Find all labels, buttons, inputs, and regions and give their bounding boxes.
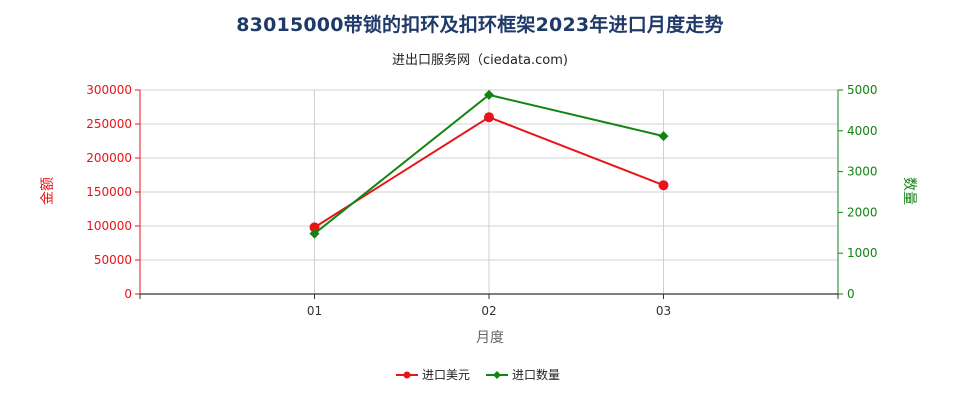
- legend-label-import-usd: 进口美元: [422, 368, 470, 382]
- y-right-tick-label: 3000: [847, 165, 878, 179]
- chart-subtitle: 进出口服务网（ciedata.com): [391, 53, 568, 68]
- y-right-tick-label: 1000: [847, 246, 878, 260]
- x-tick-label: 03: [656, 304, 671, 318]
- y-left-tick-label: 100000: [86, 219, 132, 233]
- y-left-tick-label: 250000: [86, 117, 132, 131]
- x-tick-label: 01: [307, 304, 322, 318]
- legend: 进口美元 进口数量: [396, 367, 560, 382]
- y-left-tick-label: 50000: [94, 253, 132, 267]
- x-axis-title: 月度: [476, 330, 504, 346]
- series-1-point-2: [658, 131, 669, 142]
- y-axis-left-title: 金额: [40, 177, 56, 205]
- series-0-point-1: [484, 112, 494, 123]
- legend-item-import-usd[interactable]: 进口美元: [396, 368, 470, 382]
- series-0-point-2: [658, 180, 669, 191]
- legend-item-import-qty[interactable]: 进口数量: [486, 367, 560, 382]
- y-right-tick-label: 2000: [847, 205, 878, 219]
- chart-title: 83015000带锁的扣环及扣环框架2023年进口月度走势: [236, 14, 724, 36]
- legend-label-import-qty: 进口数量: [512, 367, 560, 382]
- series-1-point-0: [309, 228, 320, 239]
- x-tick-label: 02: [481, 304, 496, 318]
- y-left-tick-label: 300000: [86, 83, 132, 97]
- series-0-point-0: [309, 222, 320, 233]
- y-left-tick-label: 150000: [86, 185, 132, 199]
- y-left-tick-label: 200000: [86, 151, 132, 165]
- y-right-tick-label: 5000: [847, 83, 878, 97]
- y-axis-right-title: 数量: [901, 177, 917, 205]
- y-left-tick-label: 0: [124, 287, 132, 301]
- axis-layer: 0500001000001500002000002500003000000100…: [86, 83, 877, 318]
- legend-marker-import-usd: [403, 371, 411, 379]
- y-right-tick-label: 4000: [847, 124, 878, 138]
- legend-marker-import-qty: [493, 371, 501, 379]
- y-right-tick-label: 0: [847, 287, 855, 301]
- series-1-point-1: [484, 89, 494, 100]
- series-layer: [309, 89, 669, 239]
